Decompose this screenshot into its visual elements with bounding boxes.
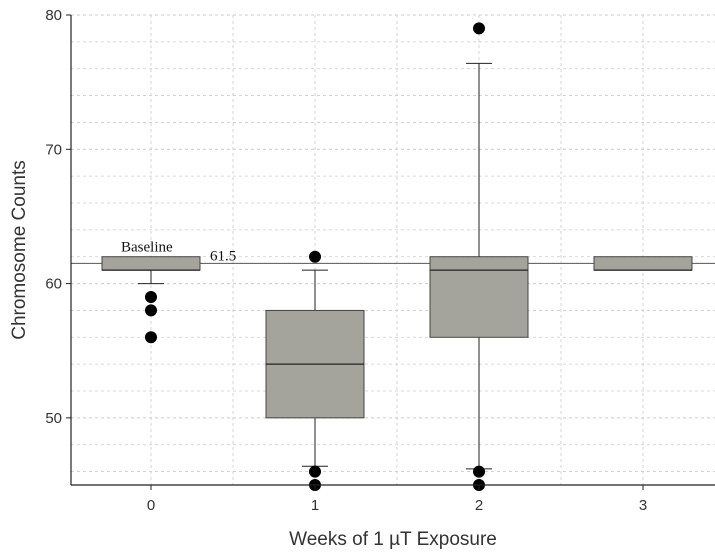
tick-labels: 50 60 70 80 0 1 2 3	[45, 7, 647, 514]
axes	[70, 15, 715, 486]
box-group-0	[101, 256, 201, 344]
y-axis-title: Chromosome Counts	[9, 160, 30, 340]
outlier-point	[473, 465, 485, 478]
boxes: Baseline	[101, 22, 693, 491]
x-tick-label: 2	[475, 497, 483, 514]
outlier-point	[145, 304, 157, 317]
x-tick-label: 0	[147, 497, 155, 514]
outlier-point	[309, 250, 321, 263]
reference-line-label: 61.5	[210, 248, 236, 264]
y-tick-label: 80	[45, 7, 62, 24]
x-tick-label: 1	[311, 497, 319, 514]
box-iqr	[429, 256, 529, 338]
box-iqr	[101, 256, 201, 271]
y-tick-label: 70	[45, 141, 62, 158]
annotation-baseline: Baseline	[121, 240, 173, 256]
x-axis-title: Weeks of 1 µT Exposure	[289, 529, 497, 550]
outlier-point	[145, 291, 157, 303]
y-tick-label: 60	[45, 276, 62, 293]
outlier-point	[473, 22, 485, 35]
box-iqr	[593, 256, 693, 271]
box-group-3	[593, 256, 693, 271]
outlier-point	[145, 331, 157, 344]
box-group-2	[429, 22, 529, 491]
box-group-1	[265, 250, 365, 491]
grid	[71, 14, 715, 485]
y-tick-label: 50	[45, 410, 62, 427]
x-tick-label: 3	[639, 497, 647, 514]
outlier-point	[309, 465, 321, 478]
